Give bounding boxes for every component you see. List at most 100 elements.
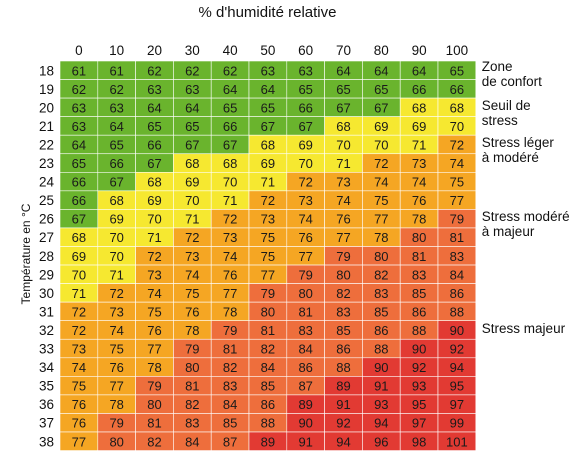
cell-value-label: 70 <box>185 193 199 208</box>
cell-value-label: 67 <box>298 119 312 134</box>
cell-value-label: 86 <box>374 323 388 338</box>
cell-value-label: 64 <box>147 100 161 115</box>
cell-value-label: 88 <box>336 360 350 375</box>
cell-value-label: 81 <box>412 249 426 264</box>
cell-value-label: 72 <box>147 249 161 264</box>
zone-label-line: de confort <box>481 74 542 89</box>
cell-value-label: 87 <box>223 434 237 449</box>
cell-value-label: 70 <box>223 175 237 190</box>
zone-label: Stress modéré à majeur <box>482 209 570 239</box>
x-tick-label: 10 <box>109 43 124 58</box>
cell-value-label: 68 <box>147 175 161 190</box>
cell-value-label: 83 <box>374 286 388 301</box>
y-tick-label: 19 <box>39 82 54 97</box>
chart-title: % d'humidité relative <box>198 4 337 21</box>
cell-value-label: 90 <box>374 360 388 375</box>
cell-value-label: 78 <box>109 397 123 412</box>
cell-value-label: 82 <box>261 342 275 357</box>
cell-value-label: 66 <box>298 100 312 115</box>
cell-value-label: 70 <box>147 212 161 227</box>
cell-value-label: 86 <box>450 286 464 301</box>
cell-value-label: 83 <box>223 379 237 394</box>
cell-value-label: 80 <box>147 397 161 412</box>
cell-value-label: 76 <box>298 230 312 245</box>
cell-value-label: 77 <box>261 267 275 282</box>
cell-value-label: 61 <box>109 63 123 78</box>
cell-value-label: 72 <box>109 286 123 301</box>
cell-value-label: 86 <box>336 342 350 357</box>
cell-value-label: 70 <box>336 137 350 152</box>
cell-value-label: 88 <box>374 342 388 357</box>
cell-value-label: 69 <box>412 119 426 134</box>
cell-value-label: 85 <box>261 379 275 394</box>
zone-label-line: Seuil de stress <box>481 98 531 129</box>
cell-value-label: 80 <box>261 304 275 319</box>
y-tick-label: 25 <box>39 193 54 208</box>
cell-value-label: 70 <box>109 230 123 245</box>
zone-label-line: à modéré <box>481 150 539 166</box>
cell-value-label: 72 <box>298 175 312 190</box>
cell-value-label: 62 <box>72 82 86 97</box>
cell-value-label: 63 <box>147 82 161 97</box>
cell-value-label: 76 <box>147 323 161 338</box>
cell-value-label: 89 <box>298 397 312 412</box>
cell-value-label: 62 <box>109 82 123 97</box>
cell-value-label: 74 <box>336 193 350 208</box>
cell-value-label: 86 <box>412 304 426 319</box>
cell-value-label: 85 <box>336 323 350 338</box>
cell-value-label: 75 <box>109 342 123 357</box>
cell-value-label: 69 <box>147 193 161 208</box>
cell-value-label: 80 <box>336 267 350 282</box>
cell-value-label: 69 <box>72 249 86 264</box>
cell-value-label: 75 <box>374 193 388 208</box>
cell-value-label: 85 <box>374 304 388 319</box>
cell-value-label: 79 <box>298 267 312 282</box>
zone-label-line: Stress modéré <box>481 209 570 225</box>
y-tick-label: 28 <box>39 249 54 264</box>
x-tick-label: 60 <box>298 43 313 58</box>
cell-value-label: 77 <box>450 193 464 208</box>
cell-value-label: 79 <box>450 212 464 227</box>
cell-value-label: 65 <box>223 100 237 115</box>
cell-value-label: 80 <box>298 286 312 301</box>
cell-value-label: 75 <box>450 175 464 190</box>
cell-value-label: 64 <box>412 63 426 78</box>
cell-value-label: 75 <box>72 379 86 394</box>
cell-value-label: 77 <box>336 230 350 245</box>
cell-value-label: 75 <box>147 304 161 319</box>
y-tick-label: 26 <box>39 212 54 227</box>
cell-value-label: 63 <box>185 82 199 97</box>
cell-value-label: 74 <box>298 212 312 227</box>
cell-value-label: 93 <box>374 397 388 412</box>
cell-value-label: 82 <box>185 397 199 412</box>
zone-label: Stress majeur <box>482 321 565 336</box>
cell-value-label: 71 <box>336 156 350 171</box>
cell-value-label: 76 <box>72 416 86 431</box>
cell-value-label: 72 <box>223 212 237 227</box>
cell-value-label: 76 <box>109 360 123 375</box>
cell-value-label: 76 <box>185 304 199 319</box>
cell-value-label: 80 <box>109 434 123 449</box>
cell-value-label: 64 <box>109 119 123 134</box>
cell-value-label: 64 <box>185 100 199 115</box>
cell-value-label: 62 <box>147 63 161 78</box>
cell-value-label: 67 <box>109 175 123 190</box>
cell-value-label: 69 <box>298 137 312 152</box>
cell-value-label: 78 <box>185 323 199 338</box>
cell-value-label: 65 <box>298 82 312 97</box>
cell-value-label: 89 <box>336 379 350 394</box>
cell-value-label: 97 <box>450 397 464 412</box>
cell-value-label: 91 <box>336 397 350 412</box>
cell-value-label: 78 <box>223 304 237 319</box>
cell-value-label: 82 <box>336 286 350 301</box>
cell-value-label: 85 <box>223 416 237 431</box>
y-tick-label: 23 <box>39 156 54 171</box>
cell-value-label: 101 <box>446 434 468 449</box>
cell-value-label: 72 <box>72 323 86 338</box>
cell-value-label: 61 <box>72 63 86 78</box>
cell-value-label: 67 <box>261 119 275 134</box>
cell-value-label: 76 <box>412 193 426 208</box>
cell-value-label: 68 <box>109 193 123 208</box>
cell-value-label: 72 <box>261 193 275 208</box>
cell-value-label: 97 <box>412 416 426 431</box>
